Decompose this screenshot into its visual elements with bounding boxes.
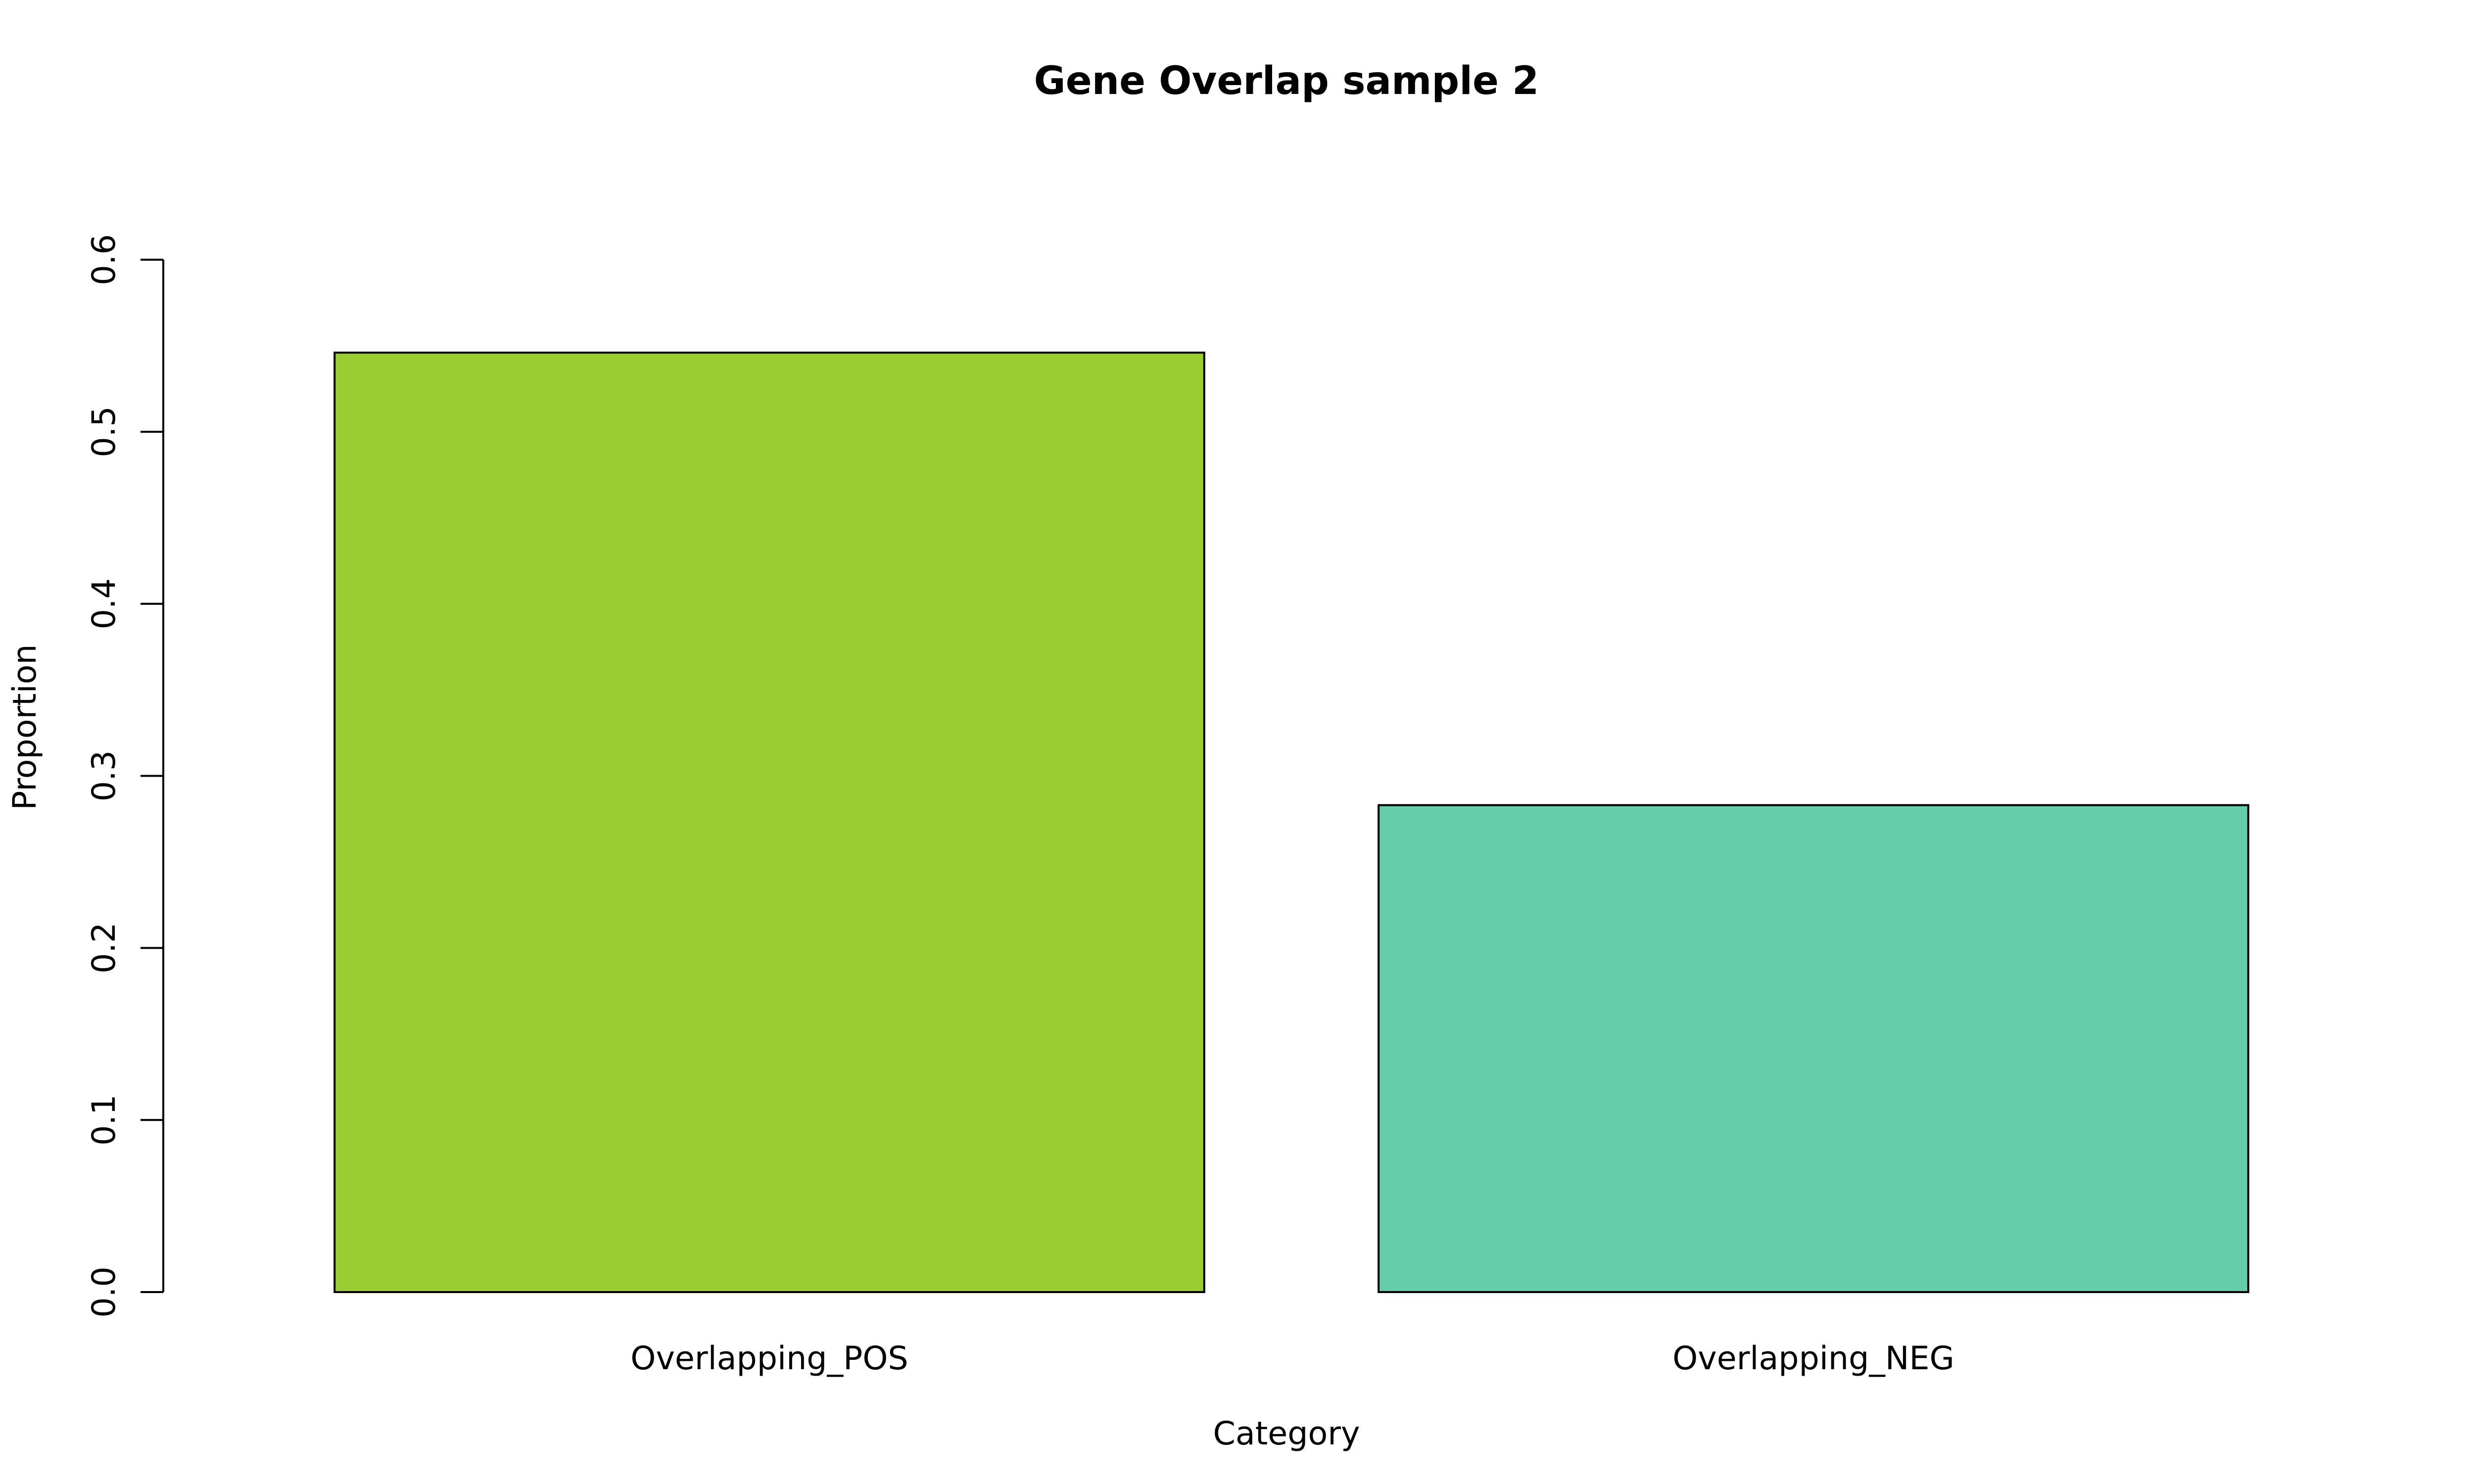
y-tick-label: 0.2: [86, 923, 123, 974]
bar-overlapping-neg: [1378, 804, 2249, 1294]
y-tick-label: 0.6: [86, 234, 123, 285]
y-axis-label: Proportion: [6, 644, 44, 810]
y-tick-label: 0.1: [86, 1094, 123, 1145]
y-tick-label: 0.5: [86, 406, 123, 457]
y-tick-label: 0.4: [86, 578, 123, 629]
y-tick-label: 0.3: [86, 750, 123, 801]
y-tick-label: 0.0: [86, 1266, 123, 1317]
x-tick-label: Overlapping_NEG: [1672, 1340, 1954, 1377]
bar-overlapping-pos: [333, 351, 1205, 1294]
x-tick-labels: Overlapping_POS Overlapping_NEG: [630, 1340, 1954, 1377]
chart-title: Gene Overlap sample 2: [1034, 59, 1539, 103]
y-axis: 0.0 0.1 0.2 0.3 0.4 0.5 0.6: [86, 234, 164, 1318]
bars-group: [333, 351, 2249, 1294]
x-axis-label: Category: [1213, 1415, 1360, 1452]
x-tick-label: Overlapping_POS: [630, 1340, 908, 1377]
